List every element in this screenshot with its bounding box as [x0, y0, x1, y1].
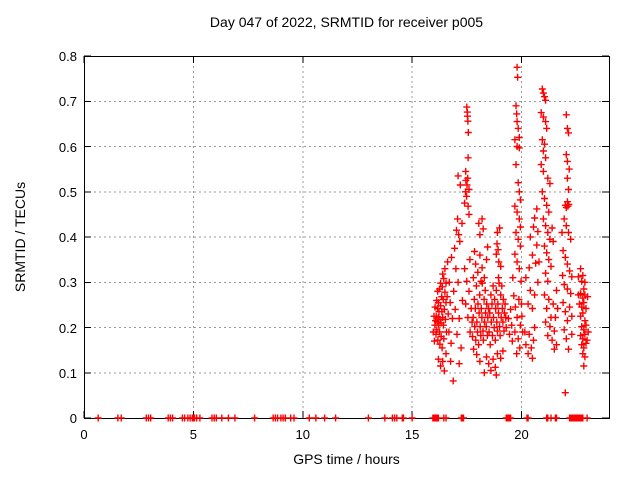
x-tick-label: 10 — [295, 427, 310, 442]
scatter-points — [94, 63, 592, 422]
y-tick-label: 0.7 — [58, 94, 77, 110]
x-tick-label: 15 — [404, 427, 420, 442]
x-tick-label: 0 — [80, 427, 88, 442]
y-tick-label: 0.2 — [58, 320, 77, 336]
x-axis-label: GPS time / hours — [293, 451, 400, 467]
y-tick-label: 0 — [69, 411, 77, 426]
x-tick-label: 5 — [189, 427, 197, 442]
grid-lines — [84, 56, 609, 418]
chart-title: Day 047 of 2022, SRMTID for receiver p00… — [209, 14, 484, 30]
y-tick-label: 0.1 — [58, 365, 77, 381]
y-tick-label: 0.4 — [58, 230, 77, 245]
y-tick-label: 0.5 — [58, 184, 77, 200]
x-tick-label: 20 — [514, 427, 529, 442]
y-tick-label: 0.8 — [58, 49, 77, 64]
y-tick-label: 0.6 — [58, 139, 77, 155]
y-tick-label: 0.3 — [58, 275, 77, 291]
